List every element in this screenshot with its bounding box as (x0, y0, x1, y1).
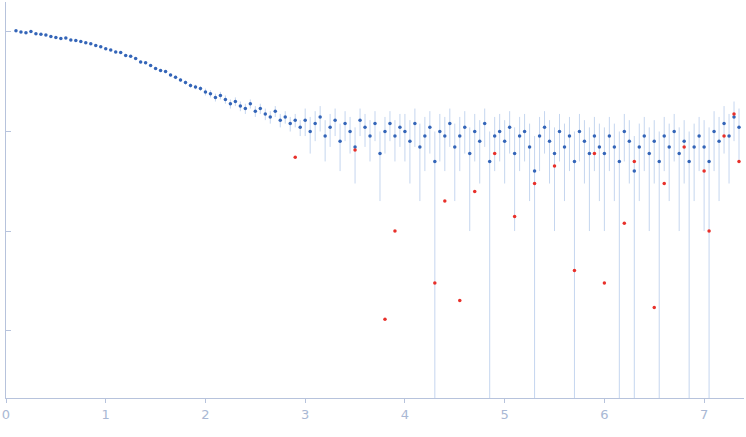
svg-text:7: 7 (700, 407, 708, 422)
svg-text:6: 6 (600, 407, 608, 422)
svg-text:3: 3 (301, 407, 309, 422)
svg-text:4: 4 (401, 407, 409, 422)
svg-text:0: 0 (2, 407, 10, 422)
svg-text:1: 1 (102, 407, 110, 422)
svg-text:5: 5 (501, 407, 509, 422)
svg-text:2: 2 (201, 407, 209, 422)
